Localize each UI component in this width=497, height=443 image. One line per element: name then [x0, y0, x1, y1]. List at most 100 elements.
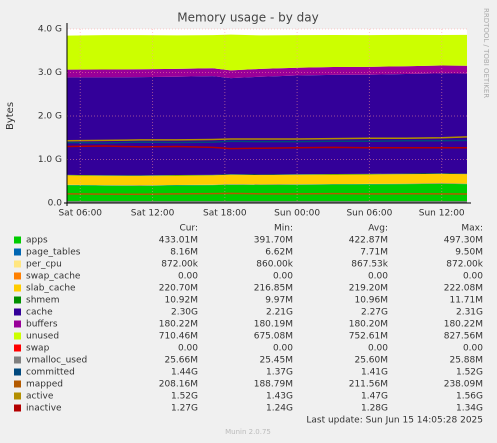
stat-value: 0.00 — [178, 272, 198, 282]
line — [66, 145, 467, 150]
area — [67, 173, 467, 176]
stat-value: 1.24G — [266, 404, 293, 414]
stat-value: 238.09M — [444, 380, 483, 390]
stat-header: Max: — [461, 224, 483, 234]
stat-value: 1.27G — [171, 404, 198, 414]
stat-value: 1.52G — [171, 392, 198, 402]
stat-value: 180.22M — [444, 320, 483, 330]
legend-swatch — [14, 368, 21, 376]
legend-label: unused — [26, 332, 59, 342]
stat-value: 0.00 — [178, 344, 198, 354]
x-tick-label: Sat 06:00 — [58, 209, 102, 219]
stat-value: 827.56M — [444, 332, 483, 342]
stat-value: 1.43G — [266, 392, 293, 402]
line — [66, 136, 468, 142]
stat-value: 1.28G — [361, 404, 388, 414]
chart-title: Memory usage - by day — [177, 11, 318, 25]
footer: Munin 2.0.75 — [225, 428, 271, 436]
legend-swatch — [14, 296, 21, 304]
stat-value: 25.60M — [354, 356, 388, 366]
stat-value: 433.01M — [159, 236, 198, 246]
x-tick-label: Sun 12:00 — [419, 209, 465, 219]
stat-value: 2.31G — [456, 308, 483, 318]
legend-swatch — [14, 392, 21, 400]
legend-label: inactive — [26, 404, 62, 414]
legend-swatch — [14, 248, 21, 256]
stat-value: 1.41G — [361, 368, 388, 378]
stat-value: 188.79M — [254, 380, 293, 390]
legend-label: mapped — [26, 380, 63, 390]
stat-value: 710.46M — [159, 332, 198, 342]
stat-value: 1.52G — [456, 368, 483, 378]
stat-value: 752.61M — [349, 332, 388, 342]
legend-swatch — [14, 380, 21, 388]
stat-value: 25.66M — [164, 356, 198, 366]
legend-swatch — [14, 320, 21, 328]
stat-value: 391.70M — [254, 236, 293, 246]
stat-value: 860.00k — [256, 260, 293, 270]
stat-header: Min: — [274, 224, 293, 234]
stat-value: 211.56M — [349, 380, 388, 390]
stat-value: 0.00 — [273, 344, 293, 354]
stat-value: 2.21G — [266, 308, 293, 318]
x-tick-label: Sun 00:00 — [274, 209, 320, 219]
stat-value: 1.34G — [456, 404, 483, 414]
stat-value: 180.20M — [349, 320, 388, 330]
y-tick-label: 4.0 G — [38, 25, 62, 35]
stat-value: 0.00 — [368, 344, 388, 354]
area — [67, 34, 467, 71]
legend-swatch — [14, 356, 21, 364]
legend-swatch — [14, 332, 21, 340]
stat-value: 216.85M — [254, 284, 293, 294]
stat-value: 867.53k — [351, 260, 388, 270]
stat-value: 497.30M — [444, 236, 483, 246]
stat-value: 2.30G — [171, 308, 198, 318]
legend-swatch — [14, 344, 21, 352]
x-tick-label: Sat 18:00 — [203, 209, 247, 219]
area — [67, 73, 467, 176]
stat-value: 25.88M — [449, 356, 483, 366]
legend-label: cache — [26, 308, 53, 318]
legend-label: per_cpu — [26, 260, 62, 270]
side-text: RRDTOOL / TOBI OETIKER — [482, 8, 490, 98]
stat-value: 2.27G — [361, 308, 388, 318]
legend-swatch — [14, 404, 21, 412]
area — [67, 183, 467, 186]
stat-value: 0.00 — [463, 272, 483, 282]
legend-swatch — [14, 260, 21, 268]
stat-header: Cur: — [179, 224, 198, 234]
stat-value: 6.62M — [265, 248, 293, 258]
legend-label: swap — [26, 344, 50, 354]
legend-label: page_tables — [26, 248, 81, 258]
stat-value: 11.71M — [449, 296, 483, 306]
stat-value: 180.19M — [254, 320, 293, 330]
x-tick-label: Sat 12:00 — [131, 209, 175, 219]
stat-value: 222.08M — [444, 284, 483, 294]
legend-swatch — [14, 236, 21, 244]
stat-value: 872.00k — [161, 260, 198, 270]
stat-value: 7.71M — [360, 248, 388, 258]
y-axis-label: Bytes — [5, 102, 16, 130]
stat-value: 10.92M — [164, 296, 198, 306]
legend-label: buffers — [26, 320, 58, 330]
stat-value: 675.08M — [254, 332, 293, 342]
stat-value: 219.20M — [349, 284, 388, 294]
stat-value: 208.16M — [159, 380, 198, 390]
stat-value: 1.44G — [171, 368, 198, 378]
stat-value: 0.00 — [273, 272, 293, 282]
legend-label: vmalloc_used — [26, 356, 87, 366]
legend-swatch — [14, 284, 21, 292]
y-tick-label: 0.0 — [48, 199, 63, 209]
legend-swatch — [14, 308, 21, 316]
x-tick-label: Sun 06:00 — [346, 209, 392, 219]
area — [67, 173, 467, 186]
legend-label: committed — [26, 368, 75, 378]
line — [66, 139, 468, 144]
stat-value: 422.87M — [349, 236, 388, 246]
stat-value: 9.97M — [265, 296, 293, 306]
stat-value: 1.47G — [361, 392, 388, 402]
legend-label: slab_cache — [26, 284, 76, 294]
stat-value: 1.37G — [266, 368, 293, 378]
stat-value: 0.00 — [463, 344, 483, 354]
